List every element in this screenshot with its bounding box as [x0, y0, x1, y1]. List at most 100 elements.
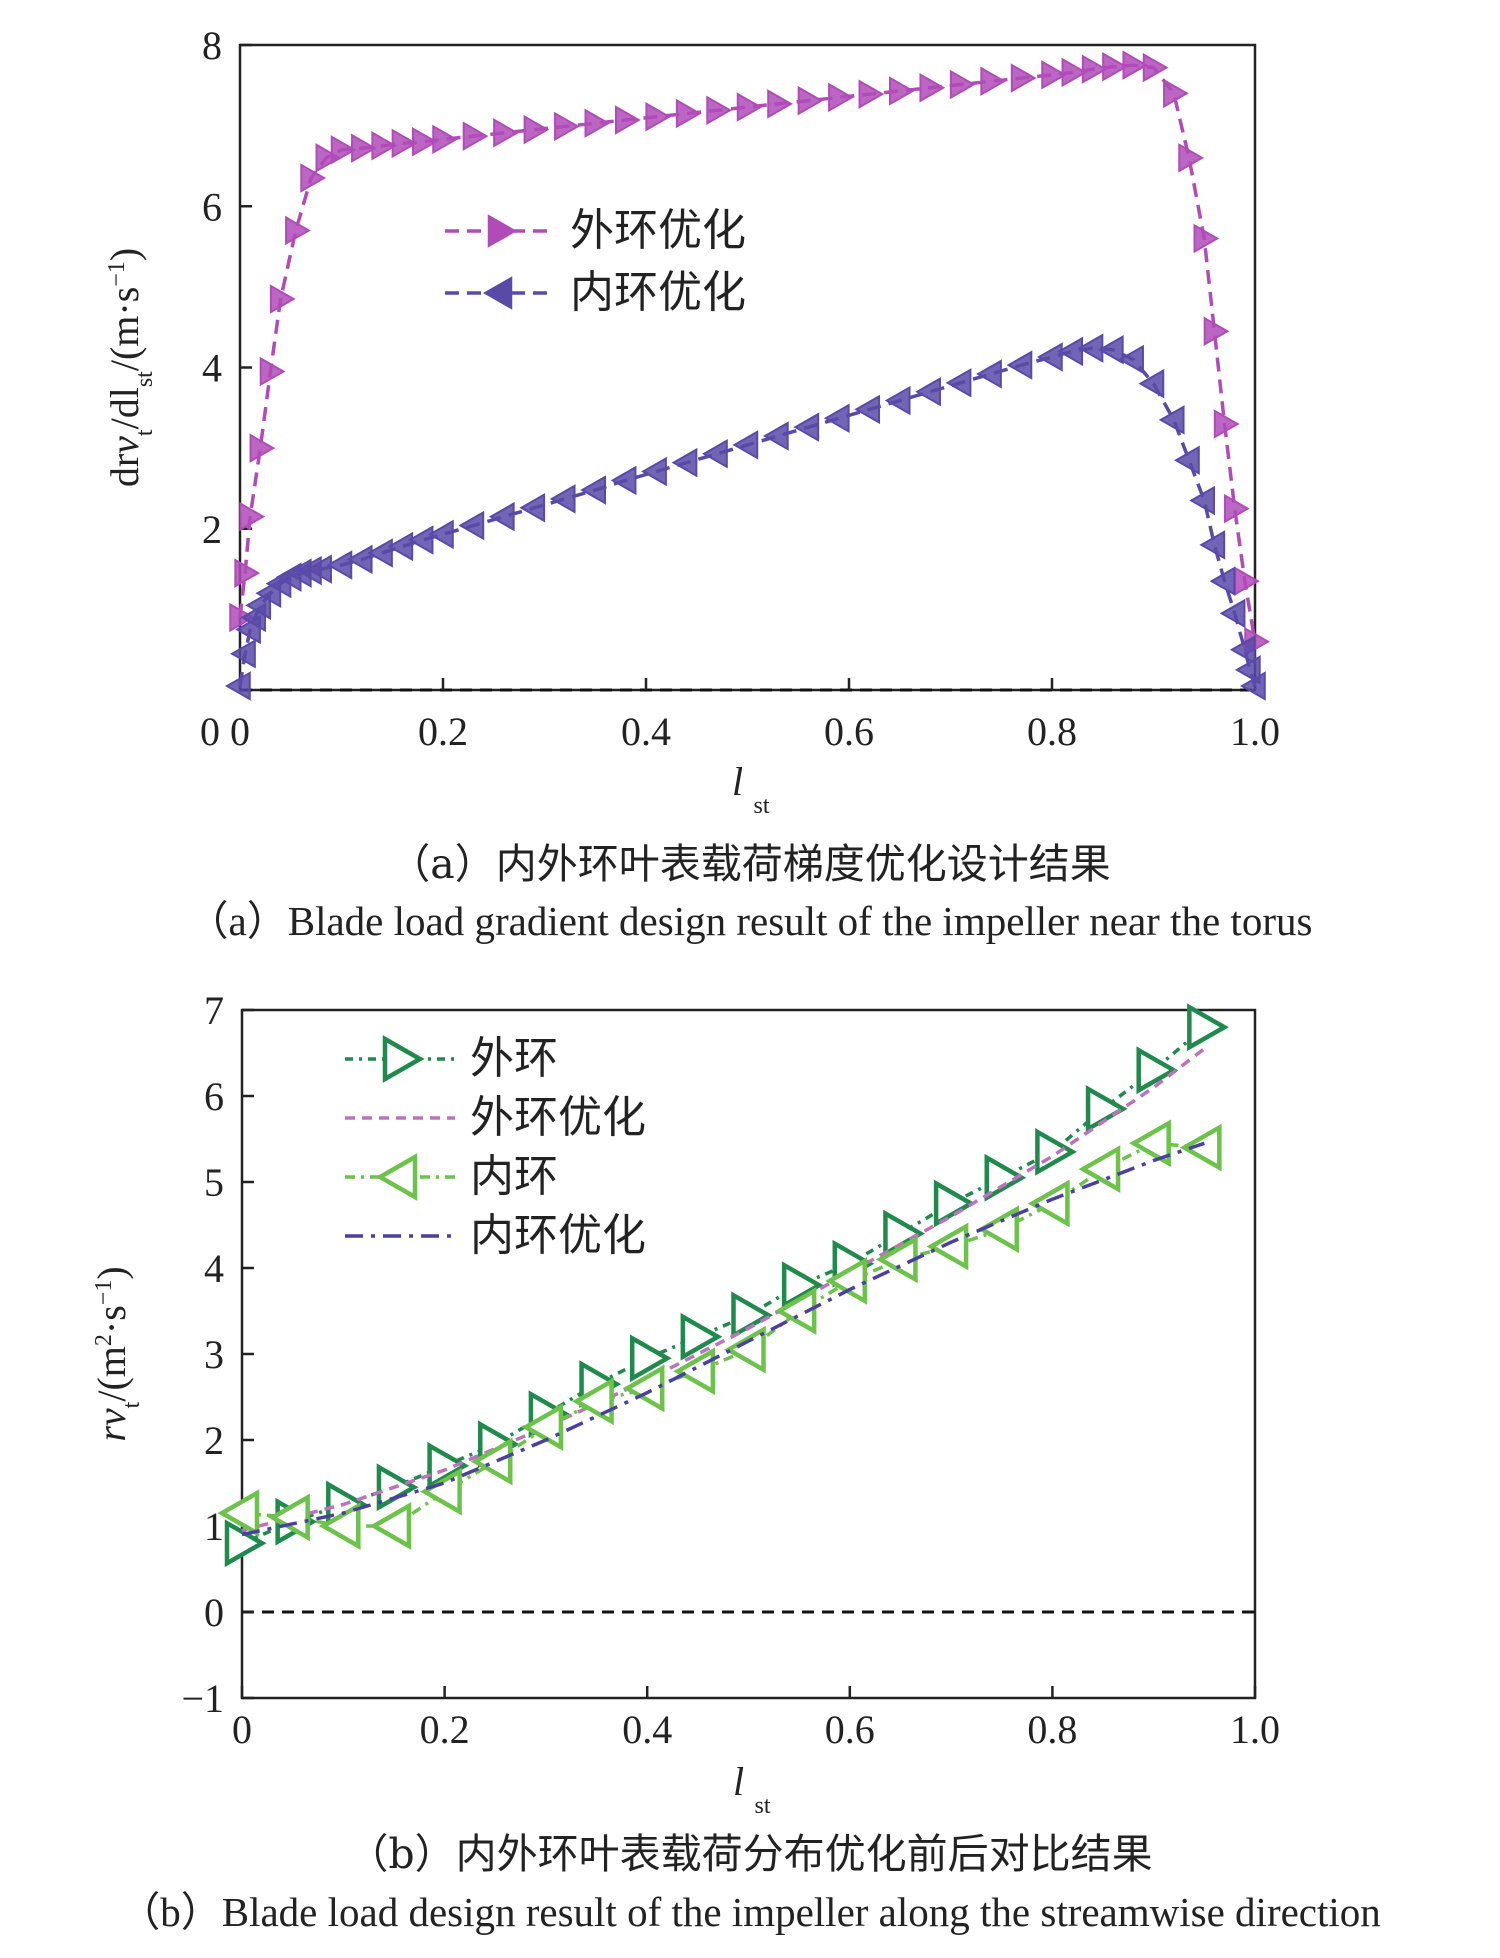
data-point	[629, 1334, 672, 1383]
data-point	[519, 493, 546, 523]
y-tick-label: 4	[202, 346, 222, 391]
caption-zh: （a）内外环叶表载荷梯度优化设计结果	[389, 840, 1110, 888]
y-axis-label: drvt/dlst/(m·s−1)	[102, 248, 158, 487]
data-point	[315, 143, 342, 173]
x-tick-label: 0	[230, 709, 250, 754]
data-point	[367, 538, 393, 568]
data-point	[1102, 52, 1128, 82]
data-point	[268, 1493, 310, 1542]
y-tick-label: 6	[202, 184, 222, 229]
series-内环优化	[241, 1141, 1205, 1537]
data-point	[1129, 1119, 1171, 1168]
data-point	[915, 376, 941, 407]
data-point	[1203, 316, 1230, 346]
data-point	[580, 475, 606, 505]
data-point	[673, 1347, 716, 1396]
y-axis-label-text: rvt/(m2·s−1)	[89, 1266, 145, 1441]
y-tick-label: 8	[202, 23, 222, 68]
data-point	[572, 1377, 614, 1426]
y-tick-label: 2	[204, 1418, 224, 1463]
data-point	[427, 519, 454, 550]
x-tick-label: 0.6	[824, 709, 874, 754]
data-point	[470, 1437, 513, 1486]
data-point	[1122, 50, 1149, 80]
y-axis-label-part: v	[89, 1408, 134, 1426]
data-point	[976, 359, 1002, 389]
data-point	[387, 531, 414, 562]
y-axis-label-part: /(m·s	[102, 287, 147, 371]
data-point	[346, 544, 373, 575]
y-tick-label: 7	[204, 988, 224, 1033]
y-axis-label-part: st	[132, 371, 158, 387]
data-point	[318, 1502, 361, 1550]
data-point	[919, 73, 946, 103]
data-point	[1163, 78, 1189, 109]
data-point	[774, 1287, 817, 1335]
x-axis-label: l	[732, 759, 743, 804]
data-point	[984, 1153, 1027, 1202]
data-point	[1239, 671, 1266, 701]
y-tick-label: 6	[204, 1074, 224, 1119]
data-point	[1219, 598, 1246, 629]
data-point	[330, 135, 357, 165]
data-point	[793, 412, 820, 442]
data-point	[458, 510, 485, 541]
data-point	[828, 82, 854, 113]
data-point	[1085, 1085, 1128, 1133]
data-point	[1081, 54, 1108, 84]
y-axis-label-part: −1	[91, 1280, 117, 1306]
data-point	[1006, 350, 1033, 380]
data-point	[1158, 405, 1185, 435]
legend-marker	[482, 276, 513, 310]
data-point	[407, 525, 434, 555]
y-tick-label: 4	[204, 1246, 224, 1291]
data-point	[797, 85, 824, 116]
data-point	[1041, 60, 1068, 90]
x-tick-label: 0	[232, 1707, 252, 1752]
data-point	[680, 1312, 723, 1361]
data-point	[391, 128, 418, 159]
legend-marker	[487, 214, 518, 248]
chart-panel-a: 0 0.2 0.4 0.6 0.8 1.024680lstdrvt/dlst/(m·s−1…	[102, 23, 1312, 944]
y-tick-label: 2	[202, 507, 222, 552]
data-point	[1193, 223, 1220, 254]
data-point	[1178, 143, 1205, 173]
data-point	[306, 554, 332, 584]
legend-label: 外环	[470, 1033, 558, 1084]
data-point	[762, 421, 789, 451]
legend-label: 外环优化	[570, 205, 746, 256]
caption-en: （b）Blade load design result of the impel…	[119, 1889, 1381, 1935]
data-point	[1136, 1046, 1179, 1095]
data-point	[622, 1364, 665, 1413]
data-point	[488, 501, 515, 532]
series-line	[241, 1025, 1206, 1545]
legend-label: 外环优化	[470, 1092, 646, 1143]
data-point	[1199, 530, 1226, 560]
data-point	[1142, 52, 1169, 83]
data-point	[1138, 368, 1165, 399]
data-point	[702, 439, 728, 469]
data-point	[462, 121, 489, 151]
data-point	[1097, 335, 1124, 365]
data-point	[823, 403, 850, 434]
data-point	[549, 484, 576, 514]
y-axis-label-part: /(m	[89, 1346, 134, 1402]
x-tick-label: 1.0	[1230, 1707, 1280, 1752]
data-point	[732, 430, 759, 460]
legend-label: 内环	[470, 1151, 558, 1202]
y-axis-label-part: −1	[104, 261, 130, 287]
data-point	[234, 558, 261, 588]
x-tick-label: 0.8	[1027, 709, 1077, 754]
data-point	[554, 111, 580, 142]
data-point	[259, 356, 286, 387]
legend-marker	[375, 1153, 418, 1201]
data-point	[326, 550, 353, 580]
y-axis-label-part: r	[89, 1426, 134, 1442]
data-point	[269, 284, 296, 314]
series-外环优化	[241, 1047, 1206, 1532]
data-point	[610, 465, 637, 496]
legend-label: 内环优化	[470, 1210, 646, 1261]
data-point	[641, 456, 667, 487]
data-point	[614, 105, 641, 135]
data-point	[1187, 1003, 1229, 1052]
